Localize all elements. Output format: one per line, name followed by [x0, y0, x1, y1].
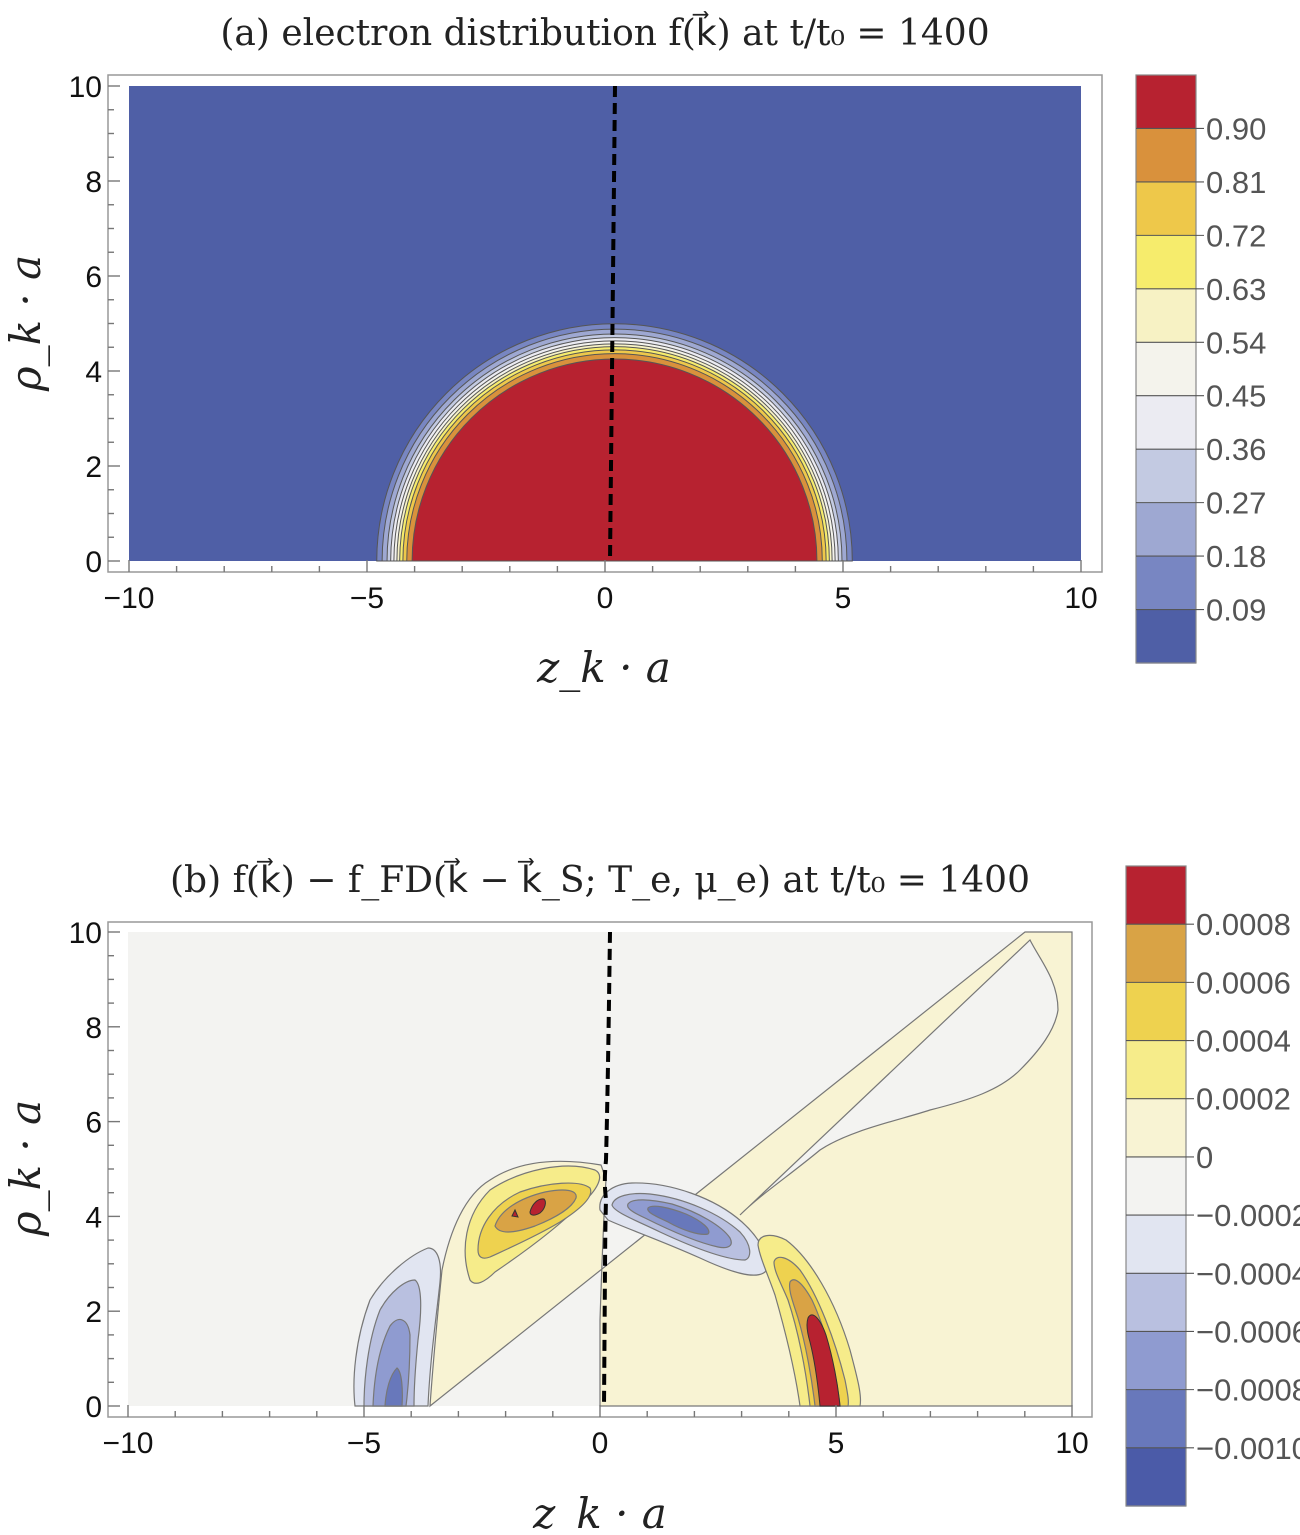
- colorbar-label: −0.0010: [1196, 1431, 1300, 1466]
- colorbar-label: 0.27: [1206, 486, 1266, 521]
- y-tick-label: 10: [69, 917, 102, 950]
- colorbar-label: 0.81: [1206, 165, 1266, 200]
- panel-a-x-label: z_k · a: [536, 643, 671, 692]
- panel-b-y-label: ρ_k · a: [1, 1100, 50, 1237]
- y-tick-label: 0: [85, 1391, 102, 1424]
- y-tick-label: 2: [85, 451, 102, 484]
- colorbar-label: 0.90: [1206, 111, 1266, 146]
- colorbar-swatch: [1136, 502, 1196, 557]
- panel-a-y-label: ρ_k · a: [1, 255, 50, 392]
- contour-band: [411, 358, 818, 562]
- panel-a-y-ticks: 0 2 4 6 8 10: [69, 71, 120, 579]
- y-tick-label: 8: [85, 1012, 102, 1045]
- colorbar-swatch: [1126, 1273, 1186, 1333]
- x-tick-label: 5: [828, 1427, 845, 1460]
- colorbar-swatch: [1136, 342, 1196, 397]
- colorbar-label: −0.0002: [1196, 1198, 1300, 1233]
- x-tick-label: 5: [835, 582, 852, 615]
- panel-a: (a) electron distribution f(k⃗) at t/t₀ …: [1, 10, 1266, 692]
- colorbar-swatch: [1126, 1447, 1186, 1507]
- y-tick-label: 8: [85, 166, 102, 199]
- colorbar-label: 0.0006: [1196, 965, 1291, 1000]
- x-tick-label: −5: [350, 582, 384, 615]
- colorbar-swatch: [1136, 288, 1196, 343]
- x-tick-label: −5: [347, 1427, 381, 1460]
- colorbar-label: 0.36: [1206, 432, 1266, 467]
- colorbar-frame: [1125, 865, 1187, 1507]
- x-tick-label: −10: [104, 582, 155, 615]
- panel-a-contour-bands: [376, 323, 853, 562]
- x-tick-label: 0: [597, 582, 614, 615]
- colorbar-swatch: [1136, 609, 1196, 664]
- y-tick-label: 2: [85, 1296, 102, 1329]
- colorbar-label: 0.09: [1206, 593, 1266, 628]
- colorbar-label: 0.0004: [1196, 1024, 1291, 1059]
- panel-b-positive-region: [429, 931, 1073, 1408]
- colorbar-label: −0.0004: [1196, 1256, 1300, 1291]
- panel-b-y-ticks: 0 2 4 6 8 10: [69, 917, 120, 1424]
- panel-b-x-label: z_k · a: [532, 1489, 667, 1535]
- colorbar-label: 0.54: [1206, 325, 1266, 360]
- x-tick-label: 10: [1064, 582, 1097, 615]
- colorbar-swatch: [1126, 1098, 1186, 1158]
- colorbar-swatch: [1136, 556, 1196, 611]
- y-tick-label: 4: [85, 356, 102, 389]
- panel-a-dashed-line: [608, 85, 617, 562]
- panel-b-x-ticks: −10 −5 0 5 10: [103, 1405, 1089, 1460]
- colorbar-swatch: [1136, 235, 1196, 290]
- y-tick-label: 0: [85, 546, 102, 579]
- y-tick-label: 6: [85, 1107, 102, 1140]
- y-tick-label: 10: [69, 71, 102, 104]
- x-tick-label: −10: [103, 1427, 154, 1460]
- colorbar-label: 0.0002: [1196, 1082, 1291, 1117]
- panel-b-negative-lobe-4: [384, 1367, 403, 1407]
- colorbar-label: 0.72: [1206, 218, 1266, 253]
- panel-b-title: (b) f(k⃗) − f_FD(k⃗ − k⃗_S; T_e, μ_e) at…: [170, 857, 1030, 901]
- x-tick-label: 10: [1055, 1427, 1088, 1460]
- colorbar-swatch: [1126, 1156, 1186, 1216]
- panel-b-positive-lobe-5: [511, 1208, 519, 1218]
- colorbar-label: −0.0006: [1196, 1314, 1300, 1349]
- colorbar-label: −0.0008: [1196, 1373, 1300, 1408]
- colorbar-swatch: [1136, 128, 1196, 183]
- panel-a-title: (a) electron distribution f(k⃗) at t/t₀ …: [220, 10, 989, 54]
- colorbar-swatch: [1126, 1215, 1186, 1274]
- panel-b: (b) f(k⃗) − f_FD(k⃗ − k⃗_S; T_e, μ_e) at…: [1, 857, 1300, 1535]
- colorbar-swatch: [1126, 1331, 1186, 1391]
- colorbar-swatch: [1126, 982, 1186, 1042]
- colorbar-swatch: [1126, 1389, 1186, 1449]
- colorbar-swatch: [1136, 75, 1196, 130]
- colorbar-label: 0.0008: [1196, 907, 1291, 942]
- colorbar-swatch: [1136, 449, 1196, 504]
- panel-a-x-ticks: −10 −5 0 5 10: [104, 560, 1098, 615]
- panel-b-dashed-line: [602, 931, 612, 1407]
- colorbar-swatch: [1126, 866, 1186, 925]
- colorbar-label: 0.18: [1206, 539, 1266, 574]
- colorbar-swatch: [1126, 1040, 1186, 1100]
- y-tick-label: 4: [85, 1201, 102, 1234]
- colorbar-swatch: [1136, 181, 1196, 236]
- colorbar-swatch: [1136, 395, 1196, 450]
- colorbar-swatch: [1126, 924, 1186, 983]
- panel-b-negative-lobe-8: [647, 1205, 710, 1235]
- colorbar-label: 0.45: [1206, 379, 1266, 414]
- y-tick-label: 6: [85, 261, 102, 294]
- panel-a-colorbar: 0.90 0.81 0.72 0.63 0.54 0.45 0.36 0.27 0.18 0.09: [1135, 74, 1266, 664]
- colorbar-label: 0.63: [1206, 272, 1266, 307]
- colorbar-frame: [1135, 74, 1197, 664]
- panel-b-positive-lobe-9: [806, 1314, 841, 1407]
- panel-b-positive-lobe-4: [529, 1198, 546, 1216]
- x-tick-label: 0: [592, 1427, 609, 1460]
- panel-b-colorbar: 0.0008 0.0006 0.0004 0.0002 0 −0.0002 −0.0004 −…: [1125, 865, 1300, 1507]
- colorbar-label: 0: [1196, 1140, 1213, 1175]
